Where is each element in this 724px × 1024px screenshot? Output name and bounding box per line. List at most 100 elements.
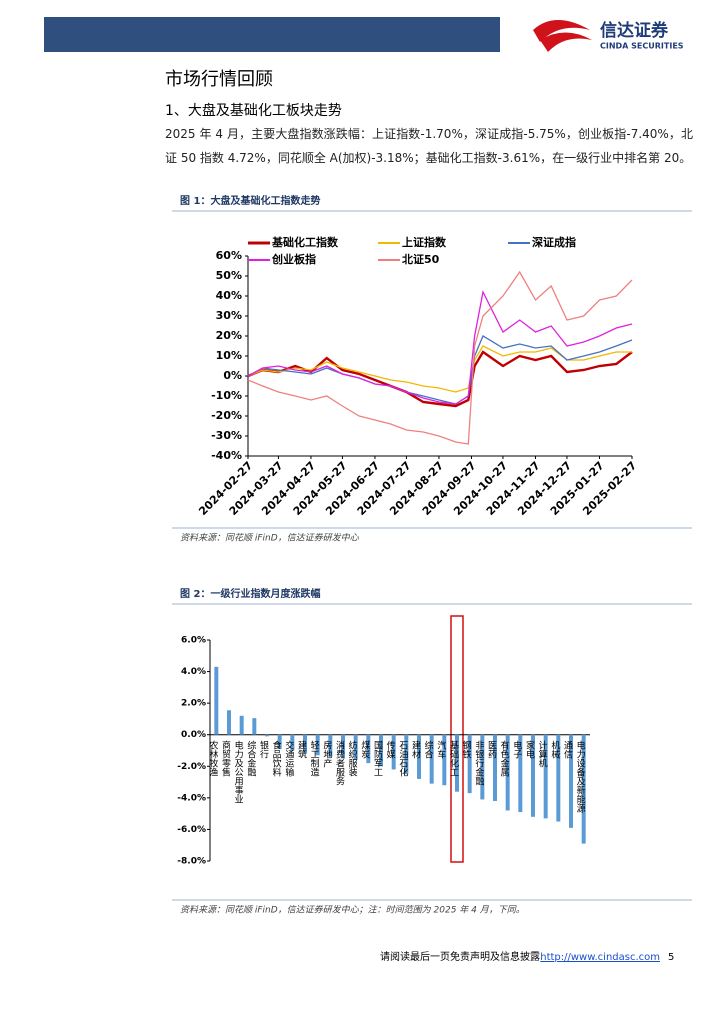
bar bbox=[429, 734, 434, 784]
section-title: 市场行情回顾 bbox=[165, 69, 273, 90]
logo-text: 信达证券 bbox=[600, 20, 669, 41]
series-line bbox=[247, 350, 633, 408]
x-tick-label: 石油石化 bbox=[397, 741, 408, 778]
y-tick-label: -8.0% bbox=[177, 857, 206, 867]
header-band bbox=[44, 17, 500, 52]
x-tick-label: 电力及公用事业 bbox=[233, 740, 244, 804]
series-line bbox=[247, 289, 633, 405]
y-tick-label: -10% bbox=[211, 389, 242, 402]
x-tick-label: 建筑 bbox=[296, 740, 307, 760]
legend-label: 北证50 bbox=[402, 252, 440, 266]
y-tick-label: -30% bbox=[211, 429, 242, 442]
legend-label: 创业板指 bbox=[271, 252, 316, 266]
x-tick-label: 消费者服务 bbox=[334, 740, 345, 787]
figure-source: 资料来源：同花顺 iFinD，信达证券研发中心 bbox=[180, 533, 360, 544]
x-tick-label: 纺织服装 bbox=[347, 740, 358, 778]
x-tick-label: 汽车 bbox=[435, 740, 446, 760]
x-tick-label: 轻工制造 bbox=[309, 740, 320, 778]
legend-label: 基础化工指数 bbox=[271, 235, 339, 249]
bar bbox=[391, 734, 396, 770]
bar bbox=[543, 734, 548, 819]
x-tick-label: 机械 bbox=[549, 740, 560, 760]
footer-url[interactable]: http://www.cindasc.com bbox=[540, 952, 660, 963]
series-line bbox=[247, 270, 633, 445]
x-tick-label: 国防军工 bbox=[372, 741, 383, 777]
logo-subtext: CINDA SECURITIES bbox=[600, 42, 684, 51]
bar bbox=[493, 734, 497, 802]
y-tick-label: 20% bbox=[216, 329, 242, 342]
y-tick-label: 60% bbox=[216, 249, 242, 262]
x-tick-label: 计算机 bbox=[537, 740, 548, 769]
y-tick-label: -6.0% bbox=[177, 825, 206, 835]
bar bbox=[379, 734, 383, 767]
y-tick-label: -20% bbox=[211, 409, 242, 422]
y-tick-label: 50% bbox=[216, 269, 242, 282]
bar bbox=[518, 734, 523, 813]
y-tick-label: 4.0% bbox=[181, 667, 206, 677]
bar bbox=[328, 734, 333, 757]
bar bbox=[239, 715, 244, 735]
x-tick-label: 商贸零售 bbox=[220, 740, 231, 778]
x-tick-label: 家电 bbox=[524, 740, 535, 759]
x-tick-label: 建材 bbox=[410, 740, 421, 759]
series-line bbox=[247, 335, 633, 405]
x-tick-label: 医药 bbox=[486, 741, 497, 760]
bar bbox=[455, 734, 459, 792]
x-tick-label: 房地产 bbox=[321, 740, 332, 769]
bar bbox=[531, 734, 535, 817]
paragraph: 2025 年 4 月，主要大盘指数涨跌幅：上证指数-1.70%，深证成指-5.7… bbox=[165, 127, 693, 165]
x-tick-label: 非银行金融 bbox=[473, 740, 484, 787]
x-tick-label: 煤炭 bbox=[359, 740, 370, 760]
x-tick-label: 综合 bbox=[423, 740, 434, 760]
y-tick-label: 6.0% bbox=[181, 636, 206, 646]
x-tick-label: 交通运输 bbox=[283, 740, 294, 778]
y-tick-label: -4.0% bbox=[177, 793, 206, 803]
bar bbox=[505, 734, 510, 811]
bar bbox=[569, 734, 573, 828]
subsection-title: 1、大盘及基础化工板块走势 bbox=[165, 102, 342, 119]
y-tick-label: 0% bbox=[223, 369, 242, 382]
bar bbox=[341, 734, 345, 759]
bar bbox=[417, 734, 421, 779]
bar bbox=[290, 734, 295, 751]
x-tick-label: 电力设备及新能源 bbox=[575, 740, 586, 814]
x-tick-label: 传媒 bbox=[385, 740, 396, 760]
y-tick-label: 2.0% bbox=[181, 699, 206, 709]
y-tick-label: -40% bbox=[211, 449, 242, 462]
footer-disclaimer: 请阅读最后一页免责声明及信息披露 bbox=[380, 950, 540, 963]
bar bbox=[366, 734, 371, 764]
figure-source: 资料来源：同花顺 iFinD，信达证券研发中心；注：时间范围为 2025 年 4… bbox=[180, 905, 525, 916]
x-tick-label: 食品饮料 bbox=[271, 740, 282, 778]
bar bbox=[265, 734, 269, 737]
bar bbox=[277, 734, 282, 749]
x-tick-label: 通信 bbox=[562, 741, 573, 760]
bar bbox=[227, 710, 231, 735]
series-line bbox=[247, 345, 632, 393]
bar bbox=[581, 734, 586, 844]
y-tick-label: 40% bbox=[216, 289, 242, 302]
x-tick-label: 钢铁 bbox=[461, 740, 472, 760]
bar bbox=[214, 666, 219, 735]
x-tick-label: 综合金融 bbox=[245, 740, 256, 778]
figure-title: 图 1：大盘及基础化工指数走势 bbox=[180, 194, 320, 207]
bar bbox=[556, 734, 561, 822]
y-tick-label: 0.0% bbox=[181, 730, 206, 740]
x-tick-label: 农林牧渔 bbox=[207, 740, 218, 777]
bar bbox=[315, 734, 320, 756]
y-tick-label: 30% bbox=[216, 309, 242, 322]
bar bbox=[467, 734, 472, 794]
y-tick-label: -2.0% bbox=[177, 762, 206, 772]
logo-mark bbox=[533, 20, 590, 42]
logo-mark bbox=[540, 32, 592, 52]
figure-title: 图 2：一级行业指数月度涨跌幅 bbox=[180, 587, 320, 600]
page-number: 5 bbox=[668, 952, 674, 963]
x-tick-label: 电子 bbox=[511, 740, 522, 759]
y-tick-label: 10% bbox=[216, 349, 242, 362]
bar bbox=[353, 734, 358, 760]
legend-label: 深证成指 bbox=[532, 235, 576, 249]
x-tick-label: 基础化工 bbox=[448, 740, 459, 777]
bar bbox=[480, 734, 485, 800]
bar bbox=[303, 734, 307, 754]
